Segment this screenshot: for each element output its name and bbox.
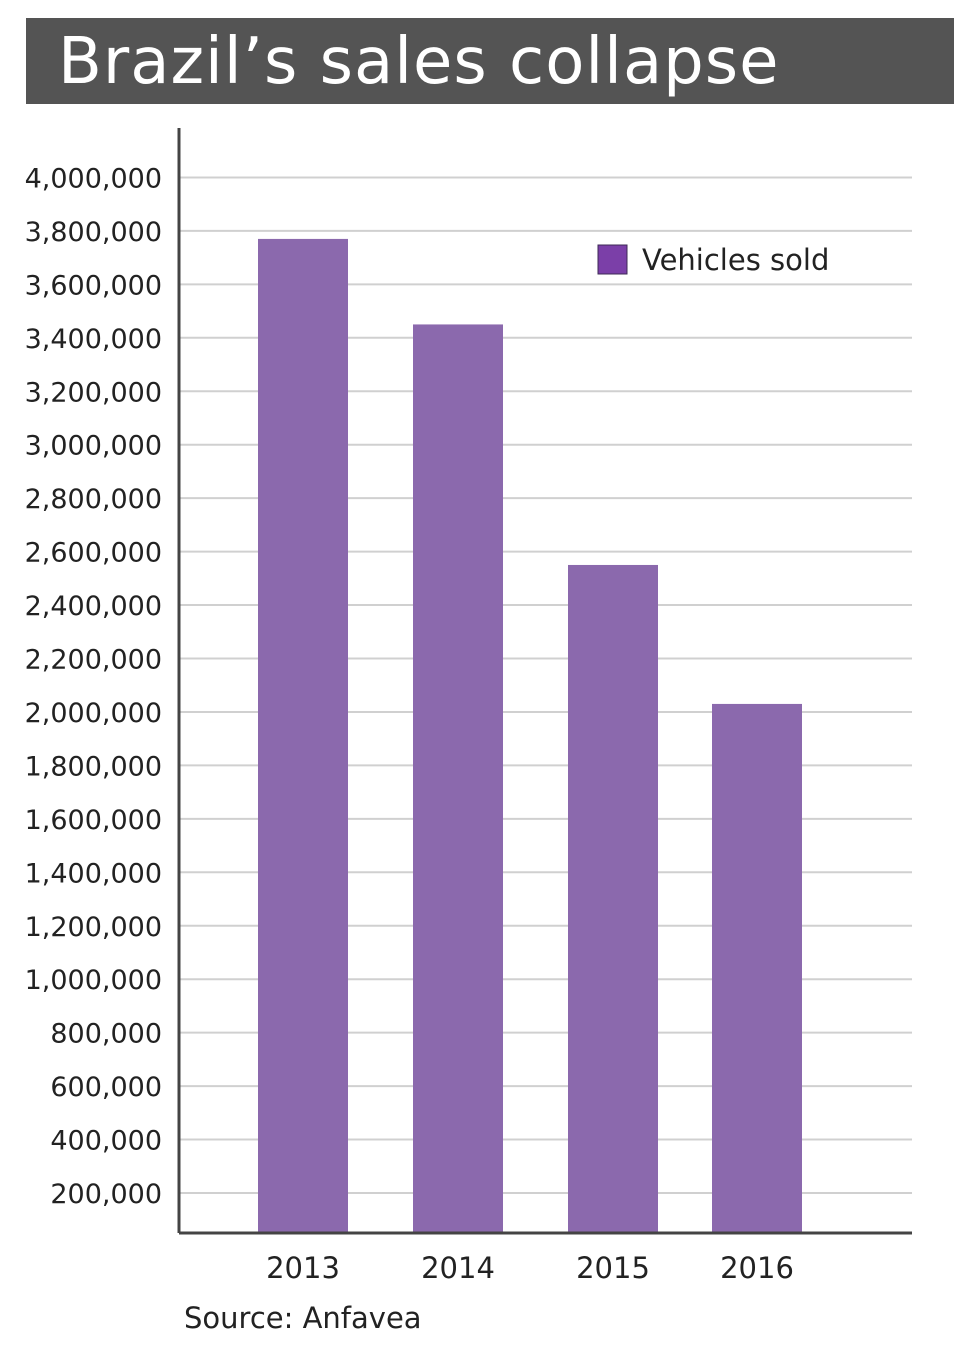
x-category-label: 2013 [266,1251,340,1285]
y-tick-label: 1,800,000 [25,751,162,782]
y-axis-tick-labels: 200,000 400,000 600,000 800,000 1,000,000 1,2… [25,163,162,1210]
y-tick-label: 2,400,000 [25,591,162,622]
bar-2016 [712,703,802,1233]
y-tick-label: 3,200,000 [25,377,162,408]
bar-2015 [568,564,658,1233]
y-tick-label: 2,600,000 [25,538,162,569]
y-tick-label: 1,400,000 [25,858,162,889]
bar-2014 [413,324,503,1233]
legend: Vehicles sold [597,243,829,277]
y-tick-label: 4,000,000 [25,163,162,194]
title-bar: Brazil’s sales collapse [26,18,954,104]
y-tick-label: 1,200,000 [25,912,162,943]
legend-label: Vehicles sold [642,243,829,277]
legend-swatch [597,244,628,275]
chart-title: Brazil’s sales collapse [58,25,780,99]
x-category-label: 2015 [576,1251,650,1285]
y-tick-label: 1,600,000 [25,805,162,836]
bar-2013 [258,238,348,1234]
y-tick-label: 3,600,000 [25,270,162,301]
bars [258,238,802,1234]
y-tick-label: 1,000,000 [25,965,162,996]
y-tick-label: 3,400,000 [25,324,162,355]
y-tick-label: 600,000 [50,1072,162,1103]
axes [177,128,912,1235]
x-category-label: 2014 [421,1251,495,1285]
x-category-label: 2016 [720,1251,794,1285]
y-tick-label: 2,800,000 [25,484,162,515]
y-tick-label: 400,000 [50,1126,162,1157]
y-tick-label: 200,000 [50,1179,162,1210]
source-note: Source: Anfavea [184,1301,422,1335]
y-tick-label: 3,800,000 [25,217,162,248]
y-tick-label: 2,000,000 [25,698,162,729]
y-tick-label: 800,000 [50,1019,162,1050]
y-tick-label: 3,000,000 [25,431,162,462]
x-axis-category-labels: 2013 2014 2015 2016 [266,1251,794,1285]
y-tick-label: 2,200,000 [25,645,162,676]
